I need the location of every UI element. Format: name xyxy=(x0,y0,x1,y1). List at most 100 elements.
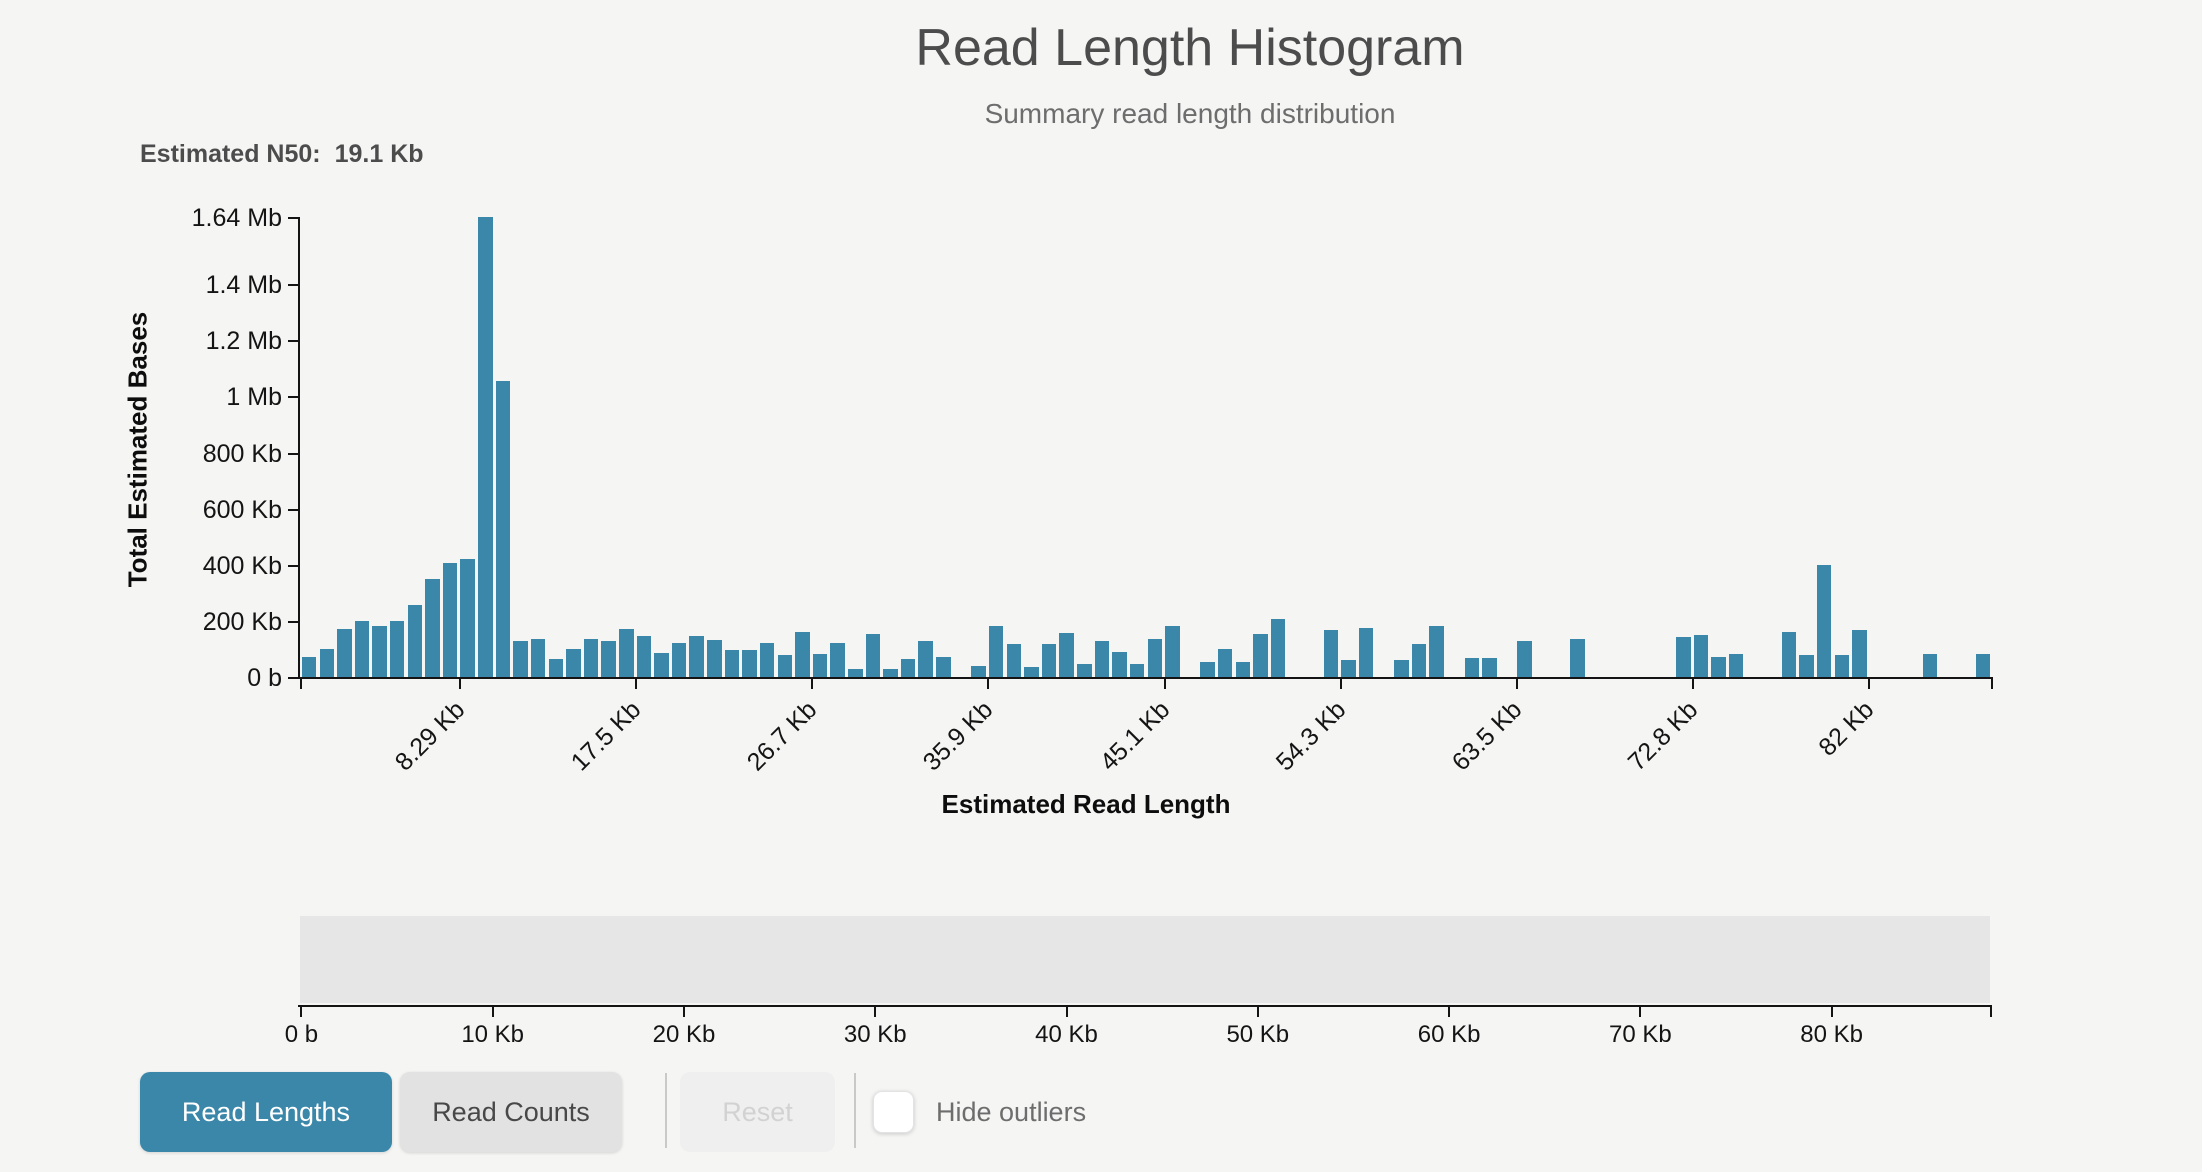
y-tick-label: 1.2 Mb xyxy=(205,327,282,356)
x-tick xyxy=(987,679,990,689)
histogram-bar[interactable] xyxy=(354,620,370,677)
slider-tick xyxy=(1830,1007,1833,1017)
histogram-bar[interactable] xyxy=(1358,628,1374,677)
histogram-bar[interactable] xyxy=(1922,653,1938,677)
histogram-bar[interactable] xyxy=(971,666,986,677)
histogram-bar[interactable] xyxy=(1975,653,1990,677)
y-tick xyxy=(288,620,298,623)
histogram-bar[interactable] xyxy=(654,653,669,677)
y-tick xyxy=(288,284,298,287)
toolbar-divider xyxy=(854,1073,856,1148)
histogram-bar[interactable] xyxy=(1781,632,1797,677)
histogram-bar[interactable] xyxy=(301,657,317,677)
histogram-bar[interactable] xyxy=(1482,657,1497,677)
histogram-bar[interactable] xyxy=(1235,662,1251,677)
histogram-bar[interactable] xyxy=(1693,635,1709,677)
histogram-bar[interactable] xyxy=(1006,643,1022,677)
x-tick xyxy=(1163,679,1166,689)
histogram-bar[interactable] xyxy=(865,634,881,677)
y-tick-label: 0 b xyxy=(247,664,282,692)
histogram-bar[interactable] xyxy=(936,656,951,677)
histogram-bar[interactable] xyxy=(337,629,352,677)
histogram-bar[interactable] xyxy=(1341,660,1356,677)
hide-outliers-checkbox[interactable] xyxy=(873,1091,914,1133)
reset-button[interactable]: Reset xyxy=(680,1072,835,1152)
histogram-bar[interactable] xyxy=(1429,626,1444,677)
histogram-bar[interactable] xyxy=(988,625,1004,677)
x-tick-label: 35.9 Kb xyxy=(918,695,999,777)
histogram-bar[interactable] xyxy=(319,648,335,677)
histogram-bar[interactable] xyxy=(1816,564,1832,677)
histogram-bar[interactable] xyxy=(742,650,757,677)
slider-tick xyxy=(1448,1007,1451,1017)
histogram-bar[interactable] xyxy=(460,559,475,677)
histogram-bar[interactable] xyxy=(1217,648,1233,677)
histogram-bar[interactable] xyxy=(1834,654,1850,677)
histogram-bar[interactable] xyxy=(724,650,740,677)
histogram-bar[interactable] xyxy=(636,635,652,677)
slider-axis-line xyxy=(298,1005,1992,1007)
histogram-bar[interactable] xyxy=(478,216,493,677)
histogram-bar[interactable] xyxy=(1270,618,1286,677)
histogram-bar[interactable] xyxy=(583,638,599,677)
brush-area[interactable] xyxy=(300,916,1990,1003)
histogram-bar[interactable] xyxy=(513,640,528,677)
histogram-bar[interactable] xyxy=(372,626,387,677)
histogram-bar[interactable] xyxy=(1728,654,1744,677)
histogram-bar[interactable] xyxy=(1059,632,1074,677)
histogram-bar[interactable] xyxy=(495,380,511,677)
read-lengths-button[interactable]: Read Lengths xyxy=(140,1072,392,1152)
histogram-bar[interactable] xyxy=(1711,656,1726,677)
histogram-bar[interactable] xyxy=(1517,640,1532,677)
slider-tick-label: 40 Kb xyxy=(1035,1021,1098,1048)
histogram-bar[interactable] xyxy=(883,668,898,677)
slider-tick xyxy=(682,1007,685,1017)
histogram-bar[interactable] xyxy=(900,658,916,677)
histogram-bar[interactable] xyxy=(671,642,687,677)
x-tick xyxy=(1692,679,1695,689)
histogram-bar[interactable] xyxy=(1411,644,1427,677)
histogram-bar[interactable] xyxy=(619,628,634,677)
histogram-bar[interactable] xyxy=(812,653,828,677)
histogram-bar[interactable] xyxy=(1094,640,1110,677)
histogram-bar[interactable] xyxy=(1112,652,1127,677)
histogram-bar[interactable] xyxy=(830,643,845,677)
histogram-bar[interactable] xyxy=(1077,663,1092,677)
histogram-bar[interactable] xyxy=(1852,630,1867,677)
histogram-bar[interactable] xyxy=(601,640,616,677)
histogram-bar[interactable] xyxy=(707,639,722,677)
slider-tick-label: 80 Kb xyxy=(1800,1021,1863,1048)
histogram-bar[interactable] xyxy=(918,641,933,677)
y-tick-label: 1.4 Mb xyxy=(205,271,282,300)
y-tick-label: 400 Kb xyxy=(202,551,282,580)
histogram-bar[interactable] xyxy=(407,605,423,677)
n50-label: Estimated N50: xyxy=(140,140,321,168)
histogram-bar[interactable] xyxy=(548,658,564,677)
histogram-bar[interactable] xyxy=(1024,666,1039,677)
histogram-bar[interactable] xyxy=(1165,626,1180,677)
histogram-bar[interactable] xyxy=(848,668,863,677)
histogram-bar[interactable] xyxy=(530,639,546,677)
histogram-bar[interactable] xyxy=(777,654,793,677)
histogram-bar[interactable] xyxy=(425,578,440,677)
histogram-bar[interactable] xyxy=(1147,638,1163,677)
x-tick-label: 82 Kb xyxy=(1813,695,1880,762)
histogram-bar[interactable] xyxy=(795,632,810,677)
histogram-bar[interactable] xyxy=(1799,654,1814,677)
histogram-bar[interactable] xyxy=(442,563,458,677)
histogram-bar[interactable] xyxy=(1570,638,1585,677)
histogram-bar[interactable] xyxy=(1041,644,1057,677)
histogram-bar[interactable] xyxy=(1323,630,1339,677)
histogram-bar[interactable] xyxy=(1129,664,1145,677)
histogram-bar[interactable] xyxy=(759,642,775,677)
histogram-bar[interactable] xyxy=(566,648,581,677)
histogram-bar[interactable] xyxy=(1253,634,1268,677)
histogram-bar[interactable] xyxy=(1200,662,1215,677)
histogram-bar[interactable] xyxy=(1676,636,1691,677)
histogram-bar[interactable] xyxy=(1464,657,1480,677)
histogram-bar[interactable] xyxy=(389,620,405,677)
x-tick-label: 63.5 Kb xyxy=(1446,695,1528,777)
histogram-bar[interactable] xyxy=(689,636,704,677)
read-counts-button[interactable]: Read Counts xyxy=(400,1072,622,1152)
histogram-bar[interactable] xyxy=(1394,660,1409,677)
